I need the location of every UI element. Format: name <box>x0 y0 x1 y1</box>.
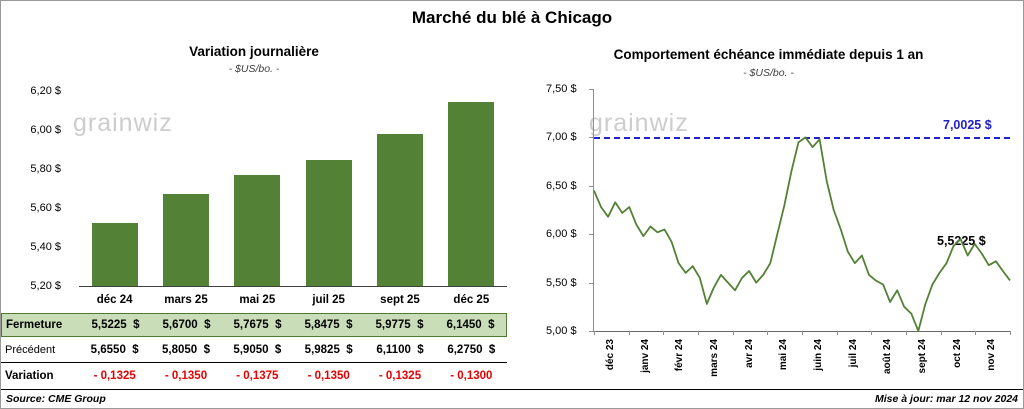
x-axis-tick <box>906 331 907 335</box>
fermeture-cell: 5,6700 $ <box>162 319 211 331</box>
bar-chart-y-axis: 6,20 $ 6,00 $ 5,80 $ 5,60 $ 5,40 $ 5,20 $ <box>1 85 61 292</box>
table-row-variation: Variation - 0,1325 - 0,1350 - 0,1375 - 0… <box>1 362 507 388</box>
x-axis-tick <box>940 331 942 335</box>
variation-cell: - 0,1325 <box>378 369 422 382</box>
grainwiz-watermark: grainwiz <box>73 109 173 137</box>
reference-value-label: 7,0025 $ <box>943 118 992 132</box>
bar-y-tick-label: 5,80 $ <box>30 163 61 175</box>
bar-chart-title: Variation journalière <box>189 44 319 59</box>
y-axis-tick <box>589 234 593 236</box>
row-label-precedent: Précédent <box>5 344 56 356</box>
line-y-tick-label: 5,00 $ <box>546 325 577 337</box>
variation-cell: - 0,1350 <box>307 369 350 382</box>
bar-y-tick-label: 6,20 $ <box>30 85 61 97</box>
bar-x-label: sept 25 <box>380 294 420 306</box>
bar-x-label: déc 24 <box>96 294 133 306</box>
line-chart-x-axis: déc 23 janv 24 févr 24 mars 24 avr 24 mai 24 j… <box>593 335 1009 391</box>
precedent-cell: 6,2750 $ <box>447 344 496 356</box>
x-axis-tick <box>802 331 803 335</box>
line-chart-y-axis: 7,50 $ 7,00 $ 6,50 $ 6,00 $ 5,50 $ 5,00 $ <box>546 83 590 337</box>
precedent-cell: 5,9050 $ <box>233 344 282 356</box>
bar-x-label: mai 25 <box>239 294 276 306</box>
line-x-label: oct 24 <box>951 339 963 368</box>
bar-x-label: mars 25 <box>164 294 208 306</box>
bar-y-tick-label: 6,00 $ <box>30 124 61 136</box>
bar-y-tick-label: 5,60 $ <box>30 202 61 214</box>
precedent-cell: 5,9825 $ <box>304 344 353 356</box>
line-chart-plot <box>589 89 1011 335</box>
updated-note: Mise à jour: mar 12 nov 2024 <box>875 393 1018 405</box>
x-axis-tick <box>732 331 734 335</box>
bar-x-label: juil 25 <box>312 294 345 306</box>
bar-chart-subtitle: - $US/bo. - <box>228 63 280 75</box>
x-axis-tick <box>663 331 665 335</box>
variation-cell: - 0,1350 <box>164 369 208 382</box>
line-x-label: avr 24 <box>743 339 755 368</box>
x-axis-tick <box>628 331 630 335</box>
x-axis-tick <box>836 331 838 335</box>
x-axis-tick <box>698 331 699 335</box>
fermeture-cell: 5,5225 $ <box>91 319 140 331</box>
table-row-precedent: Précédent 5,6550 $ 5,8050 $ 5,9050 $ 5,9… <box>1 339 507 361</box>
line-chart-title: Comportement échéance immédiate depuis 1… <box>613 47 924 62</box>
x-axis-tick <box>975 331 977 335</box>
x-axis-tick <box>594 331 595 335</box>
footer: Source: CME Group Mise à jour: mar 12 no… <box>1 389 1023 408</box>
x-axis-tick <box>1010 331 1011 335</box>
row-label-fermeture: Fermeture <box>6 319 63 331</box>
x-axis-tick <box>871 331 873 335</box>
bar-déc 25 <box>448 101 495 286</box>
bar-chart-plot <box>79 91 507 287</box>
x-axis-tick <box>767 331 769 335</box>
variation-cell: - 0,1325 <box>93 369 136 382</box>
y-axis-tick <box>589 137 593 139</box>
line-x-label: mars 24 <box>709 339 720 377</box>
line-x-label: sept 24 <box>917 339 928 374</box>
precedent-cell: 5,6550 $ <box>90 344 139 356</box>
line-y-tick-label: 6,50 $ <box>546 179 577 192</box>
bar-juil 25 <box>305 159 352 286</box>
bar-mars 25 <box>163 194 209 286</box>
line-x-label: janv 24 <box>639 339 651 373</box>
line-x-label: nov 24 <box>986 339 998 371</box>
y-axis-tick <box>589 282 593 284</box>
table-row-fermeture: Fermeture 5,5225 $ 5,6700 $ 5,7675 $ 5,8… <box>1 313 507 337</box>
line-x-label: mai 24 <box>778 339 790 371</box>
grainwiz-watermark: grainwiz <box>589 109 689 137</box>
line-x-label: juil 24 <box>847 339 859 368</box>
variation-cell: - 0,1375 <box>236 369 279 382</box>
line-x-label: déc 23 <box>605 339 616 371</box>
page-title: Marché du blé à Chicago <box>411 8 613 27</box>
bar-chart-x-axis: déc 24 mars 25 mai 25 juil 25 sept 25 déc 25 <box>79 291 507 309</box>
precedent-cell: 5,8050 $ <box>162 344 210 356</box>
line-x-label: févr 24 <box>674 339 686 372</box>
bar-mai 25 <box>234 175 281 286</box>
price-line-series <box>593 136 1011 332</box>
bar-x-label: déc 25 <box>453 294 490 306</box>
line-x-label: août 24 <box>882 339 894 375</box>
fermeture-cell: 5,9775 $ <box>375 319 424 331</box>
fermeture-cell: 5,7675 $ <box>233 319 282 331</box>
variation-cell: - 0,1300 <box>450 369 493 382</box>
y-axis-tick <box>589 185 593 187</box>
bar-sept 25 <box>377 134 423 286</box>
y-axis-tick <box>589 331 593 332</box>
row-label-variation: Variation <box>5 369 54 382</box>
line-x-label: juin 24 <box>813 339 824 371</box>
line-y-tick-label: 6,00 $ <box>546 228 577 241</box>
bar-déc 24 <box>91 223 138 286</box>
y-axis-tick <box>589 89 593 90</box>
source-note: Source: CME Group <box>6 393 106 405</box>
bar-y-tick-label: 5,40 $ <box>30 241 61 253</box>
fermeture-cell: 5,8475 $ <box>304 319 353 331</box>
fermeture-cell: 6,1450 $ <box>446 319 495 331</box>
line-chart-subtitle: - $US/bo. - <box>743 67 794 79</box>
bar-y-tick-label: 5,20 $ <box>30 280 61 292</box>
line-y-tick-label: 7,50 $ <box>546 83 577 95</box>
precedent-cell: 6,1100 $ <box>376 344 424 356</box>
reference-line <box>594 137 1010 140</box>
line-y-tick-label: 7,00 $ <box>546 131 577 144</box>
line-y-tick-label: 5,50 $ <box>546 276 577 289</box>
